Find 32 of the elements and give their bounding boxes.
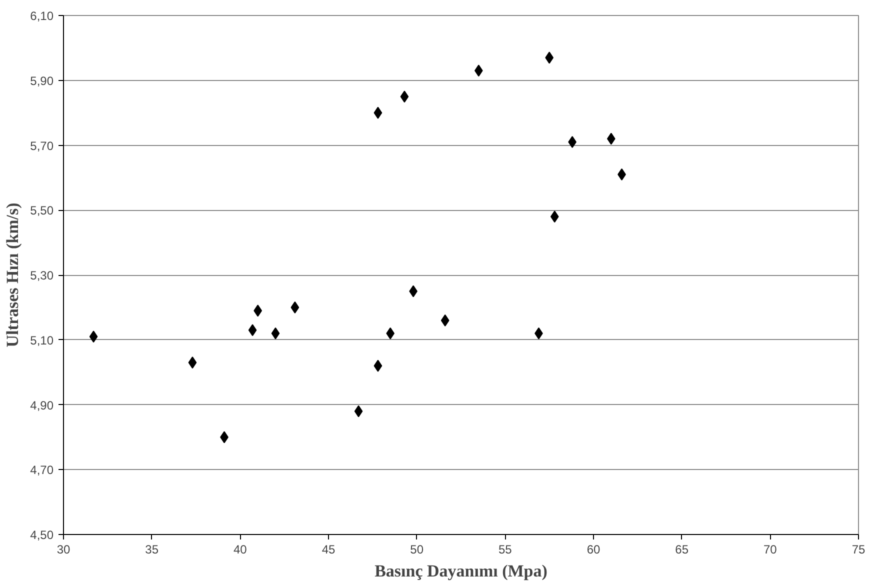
- y-tick-label: 4,90: [30, 398, 54, 412]
- x-tick-label: 50: [410, 542, 424, 556]
- y-tick-label: 5,70: [30, 138, 54, 153]
- point: [440, 314, 450, 326]
- y-tick-label: 4,50: [30, 528, 54, 542]
- point: [550, 210, 559, 223]
- point: [374, 360, 382, 372]
- x-tick-label: 45: [322, 542, 336, 556]
- y-tick-label: 5,10: [30, 333, 54, 348]
- x-axis-title: Basınç Dayanımı (Mpa): [374, 562, 548, 580]
- point: [374, 106, 382, 119]
- point: [400, 90, 409, 103]
- x-tick-label: 35: [145, 542, 159, 556]
- x-tick-label: 70: [763, 542, 778, 556]
- x-tick-label: 30: [56, 542, 70, 556]
- x-tick-label: 40: [233, 542, 248, 556]
- y-axis-title: Ultrases Hızı (km/s): [3, 202, 22, 348]
- point: [188, 356, 197, 369]
- y-tick-label: 6,10: [30, 9, 54, 23]
- y-tick-label: 5,30: [30, 268, 54, 282]
- point: [271, 327, 280, 340]
- x-tick-label: 65: [675, 542, 689, 556]
- x-tick-label: 60: [586, 542, 600, 556]
- point: [248, 324, 257, 336]
- y-tick-label: 5,50: [30, 204, 54, 218]
- y-tick-label: 5,90: [30, 74, 54, 88]
- point: [89, 330, 98, 343]
- x-tick-label: 75: [852, 542, 866, 556]
- x-tick-label: 55: [498, 542, 512, 556]
- point: [290, 301, 300, 314]
- y-tick-label: 4,70: [30, 463, 54, 478]
- point: [354, 405, 363, 418]
